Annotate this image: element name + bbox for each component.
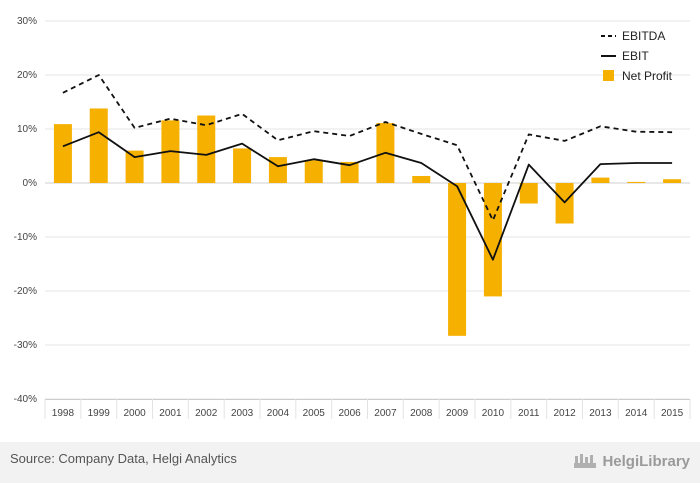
bar-net-profit bbox=[483, 183, 502, 297]
y-tick-label: 10% bbox=[17, 124, 37, 135]
bar-net-profit bbox=[591, 177, 610, 183]
brand-logo[interactable]: HelgiLibrary bbox=[572, 449, 690, 473]
x-tick-label: 2007 bbox=[374, 408, 397, 419]
legend-label-net-profit: Net Profit bbox=[622, 69, 673, 83]
series-lines bbox=[62, 74, 673, 261]
bar-net-profit bbox=[233, 148, 252, 183]
y-tick-label: 20% bbox=[17, 70, 37, 81]
x-tick-label: 1998 bbox=[52, 408, 75, 419]
bar-net-profit bbox=[53, 124, 72, 183]
x-tick-label: 2009 bbox=[446, 408, 469, 419]
legend[interactable]: EBITDA EBIT Net Profit bbox=[601, 29, 673, 83]
line-ebit bbox=[62, 131, 673, 261]
bar-net-profit bbox=[304, 160, 323, 183]
chart-svg: 30% 20% 10% 0% -10% -20% -30% -40% 1998 1999 2000… bbox=[14, 16, 691, 419]
x-tick-label: 2006 bbox=[338, 408, 361, 419]
y-tick-label: -30% bbox=[14, 340, 37, 351]
y-tick-label: -20% bbox=[14, 286, 37, 297]
x-tick-label: 2005 bbox=[303, 408, 326, 419]
x-axis: 1998 1999 2000 2001 2002 2003 2004 2005 2006 2007… bbox=[44, 399, 691, 419]
bar-net-profit bbox=[448, 183, 467, 336]
net-profit-bars bbox=[53, 108, 682, 336]
bar-net-profit bbox=[125, 150, 144, 183]
legend-label-ebitda: EBITDA bbox=[622, 29, 665, 43]
y-tick-label: -40% bbox=[14, 394, 37, 405]
bar-net-profit bbox=[89, 108, 108, 183]
x-tick-label: 2015 bbox=[661, 408, 684, 419]
y-tick-label: 30% bbox=[17, 16, 37, 27]
x-tick-label: 2001 bbox=[159, 408, 182, 419]
x-tick-label: 2010 bbox=[482, 408, 505, 419]
x-tick-label: 2002 bbox=[195, 408, 218, 419]
x-tick-label: 2012 bbox=[553, 408, 576, 419]
bar-net-profit bbox=[627, 181, 646, 183]
x-tick-label: 2013 bbox=[589, 408, 612, 419]
bar-net-profit bbox=[268, 157, 287, 183]
bar-net-profit bbox=[197, 115, 216, 183]
brand-name: HelgiLibrary bbox=[602, 452, 690, 470]
gridlines bbox=[45, 20, 690, 400]
footer: Source: Company Data, Helgi Analytics He… bbox=[0, 442, 700, 483]
library-icon bbox=[574, 454, 597, 468]
x-tick-label: 1999 bbox=[88, 408, 111, 419]
bar-net-profit bbox=[519, 183, 538, 204]
bar-net-profit bbox=[340, 161, 359, 183]
source-text: Source: Company Data, Helgi Analytics bbox=[10, 451, 237, 466]
legend-label-ebit: EBIT bbox=[622, 49, 649, 63]
bar-net-profit bbox=[663, 179, 682, 183]
y-axis-labels: 30% 20% 10% 0% -10% -20% -30% -40% bbox=[14, 16, 37, 405]
x-tick-label: 2014 bbox=[625, 408, 648, 419]
x-tick-label: 2004 bbox=[267, 408, 290, 419]
x-tick-label: 2011 bbox=[518, 408, 540, 419]
x-tick-label: 2000 bbox=[123, 408, 146, 419]
y-tick-label: -10% bbox=[14, 232, 37, 243]
x-tick-label: 2008 bbox=[410, 408, 433, 419]
y-tick-label: 0% bbox=[23, 178, 38, 189]
legend-swatch-net-profit bbox=[603, 70, 614, 81]
line-ebitda bbox=[62, 74, 673, 222]
x-tick-label: 2003 bbox=[231, 408, 254, 419]
bar-net-profit bbox=[412, 175, 431, 183]
